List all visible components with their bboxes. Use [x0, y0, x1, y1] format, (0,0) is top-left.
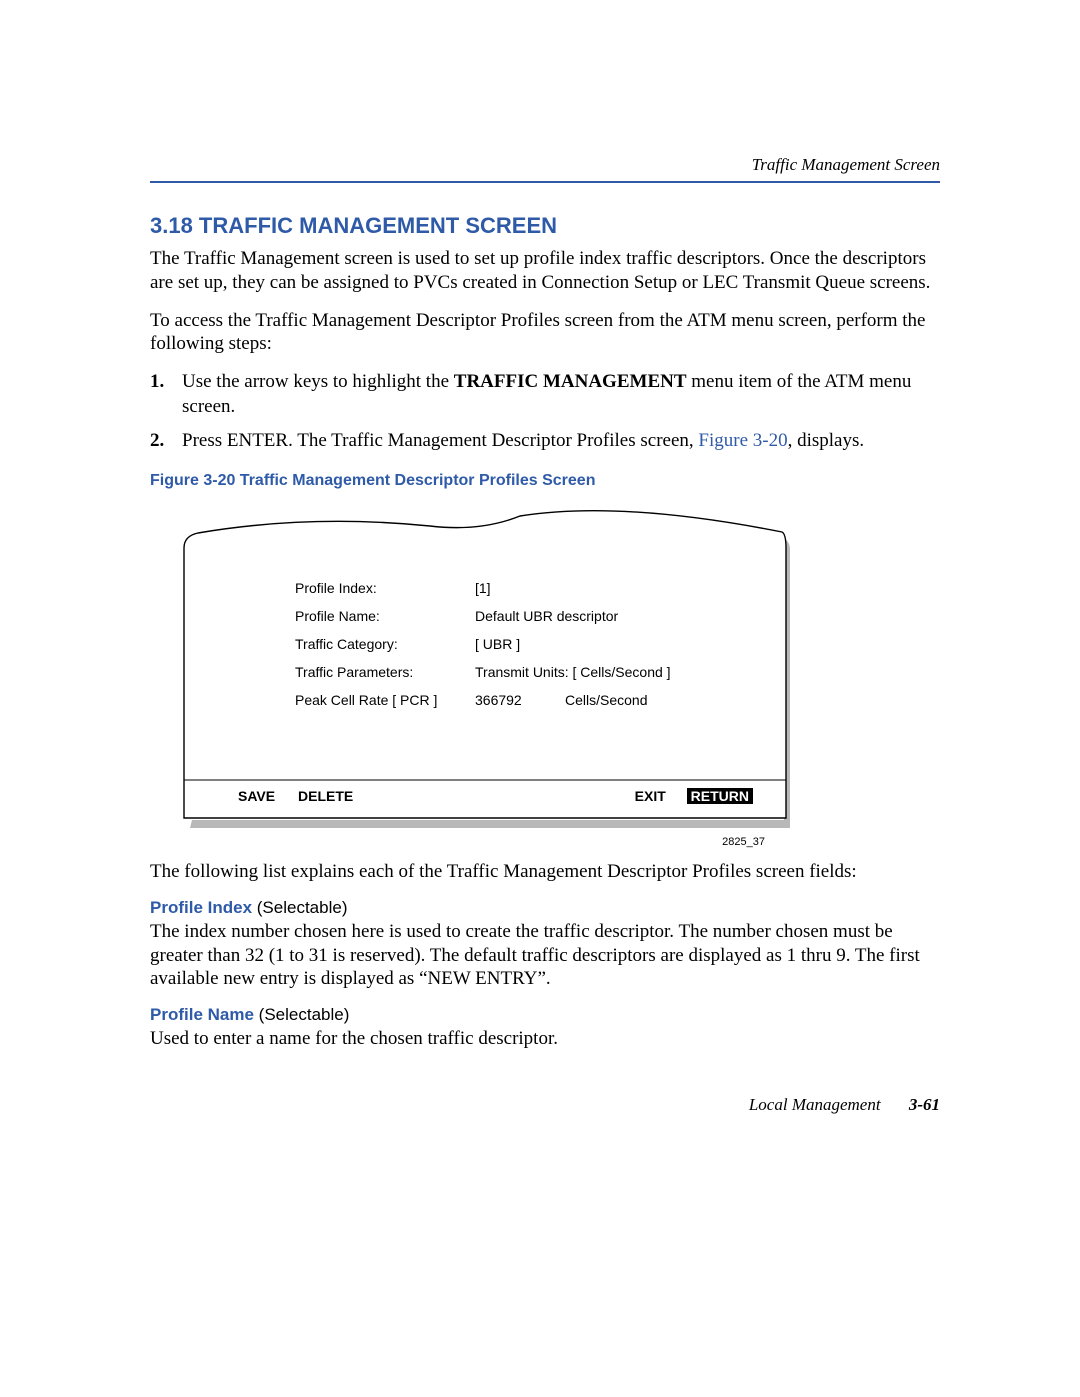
step-1-pre: Use the arrow keys to highlight the — [182, 371, 454, 392]
footer-section: Local Management — [749, 1095, 881, 1114]
figure-wrap: Profile Index: [1] Profile Name: Default… — [180, 508, 795, 830]
field-name-profile-name: Profile Name — [150, 1005, 254, 1024]
page-footer: Local Management 3-61 — [150, 1095, 940, 1115]
fc-row-profile-name: Profile Name: Default UBR descriptor — [295, 608, 725, 624]
page-body: Traffic Management Screen 3.18 TRAFFIC M… — [150, 155, 940, 1065]
header-rule — [150, 181, 940, 183]
field-heading-profile-index: Profile Index (Selectable) — [150, 898, 940, 918]
field-name-profile-index: Profile Index — [150, 898, 252, 917]
figure-frame: Profile Index: [1] Profile Name: Default… — [180, 508, 795, 830]
fc-row-traffic-category: Traffic Category: [ UBR ] — [295, 636, 725, 652]
exit-button[interactable]: EXIT — [635, 788, 687, 804]
fc-label-profile-name: Profile Name: — [295, 608, 475, 624]
fc-label-peak-cell-rate: Peak Cell Rate [ PCR ] — [295, 692, 475, 708]
figure-content: Profile Index: [1] Profile Name: Default… — [180, 508, 795, 830]
after-figure-paragraph: The following list explains each of the … — [150, 860, 940, 884]
access-paragraph: To access the Traffic Management Descrip… — [150, 309, 940, 357]
return-button[interactable]: RETURN — [687, 788, 753, 804]
fc-row-profile-index: Profile Index: [1] — [295, 580, 725, 596]
figure-footer: SAVE DELETE EXIT RETURN — [238, 788, 753, 804]
field-type-profile-index: (Selectable) — [257, 898, 348, 917]
figure-reference-link[interactable]: Figure 3-20 — [698, 430, 787, 451]
step-2-post: , displays. — [788, 430, 865, 451]
fc-value2-peak-cell-rate: Cells/Second — [565, 692, 648, 708]
field-heading-profile-name: Profile Name (Selectable) — [150, 1005, 940, 1025]
fc-value-profile-name: Default UBR descriptor — [475, 608, 618, 624]
step-2-pre: Press ENTER. The Traffic Management Desc… — [182, 430, 698, 451]
fc-label-profile-index: Profile Index: — [295, 580, 475, 596]
step-1: Use the arrow keys to highlight the TRAF… — [150, 370, 940, 419]
fc-label-traffic-parameters: Traffic Parameters: — [295, 664, 475, 680]
intro-paragraph: The Traffic Management screen is used to… — [150, 247, 940, 295]
step-2: Press ENTER. The Traffic Management Desc… — [150, 429, 940, 454]
steps-list: Use the arrow keys to highlight the TRAF… — [150, 370, 940, 454]
fc-label-traffic-category: Traffic Category: — [295, 636, 475, 652]
field-desc-profile-name: Used to enter a name for the chosen traf… — [150, 1027, 940, 1051]
delete-button[interactable]: DELETE — [298, 788, 635, 804]
fc-value-traffic-parameters: Transmit Units: [ Cells/Second ] — [475, 664, 671, 680]
fc-row-traffic-parameters: Traffic Parameters: Transmit Units: [ Ce… — [295, 664, 725, 680]
figure-id: 2825_37 — [722, 836, 765, 848]
fc-row-peak-cell-rate: Peak Cell Rate [ PCR ] 366792 Cells/Seco… — [295, 692, 725, 708]
figure-caption: Figure 3-20 Traffic Management Descripto… — [150, 472, 940, 490]
save-button[interactable]: SAVE — [238, 788, 298, 804]
fc-value1-peak-cell-rate: 366792 — [475, 692, 565, 708]
field-type-profile-name: (Selectable) — [259, 1005, 350, 1024]
footer-page-number: 3-61 — [909, 1095, 940, 1114]
section-heading: 3.18 TRAFFIC MANAGEMENT SCREEN — [150, 213, 940, 239]
field-desc-profile-index: The index number chosen here is used to … — [150, 920, 940, 991]
fc-value-profile-index: [1] — [475, 580, 491, 596]
fc-value-traffic-category: [ UBR ] — [475, 636, 520, 652]
step-1-bold: TRAFFIC MANAGEMENT — [454, 371, 687, 392]
running-header: Traffic Management Screen — [150, 155, 940, 175]
